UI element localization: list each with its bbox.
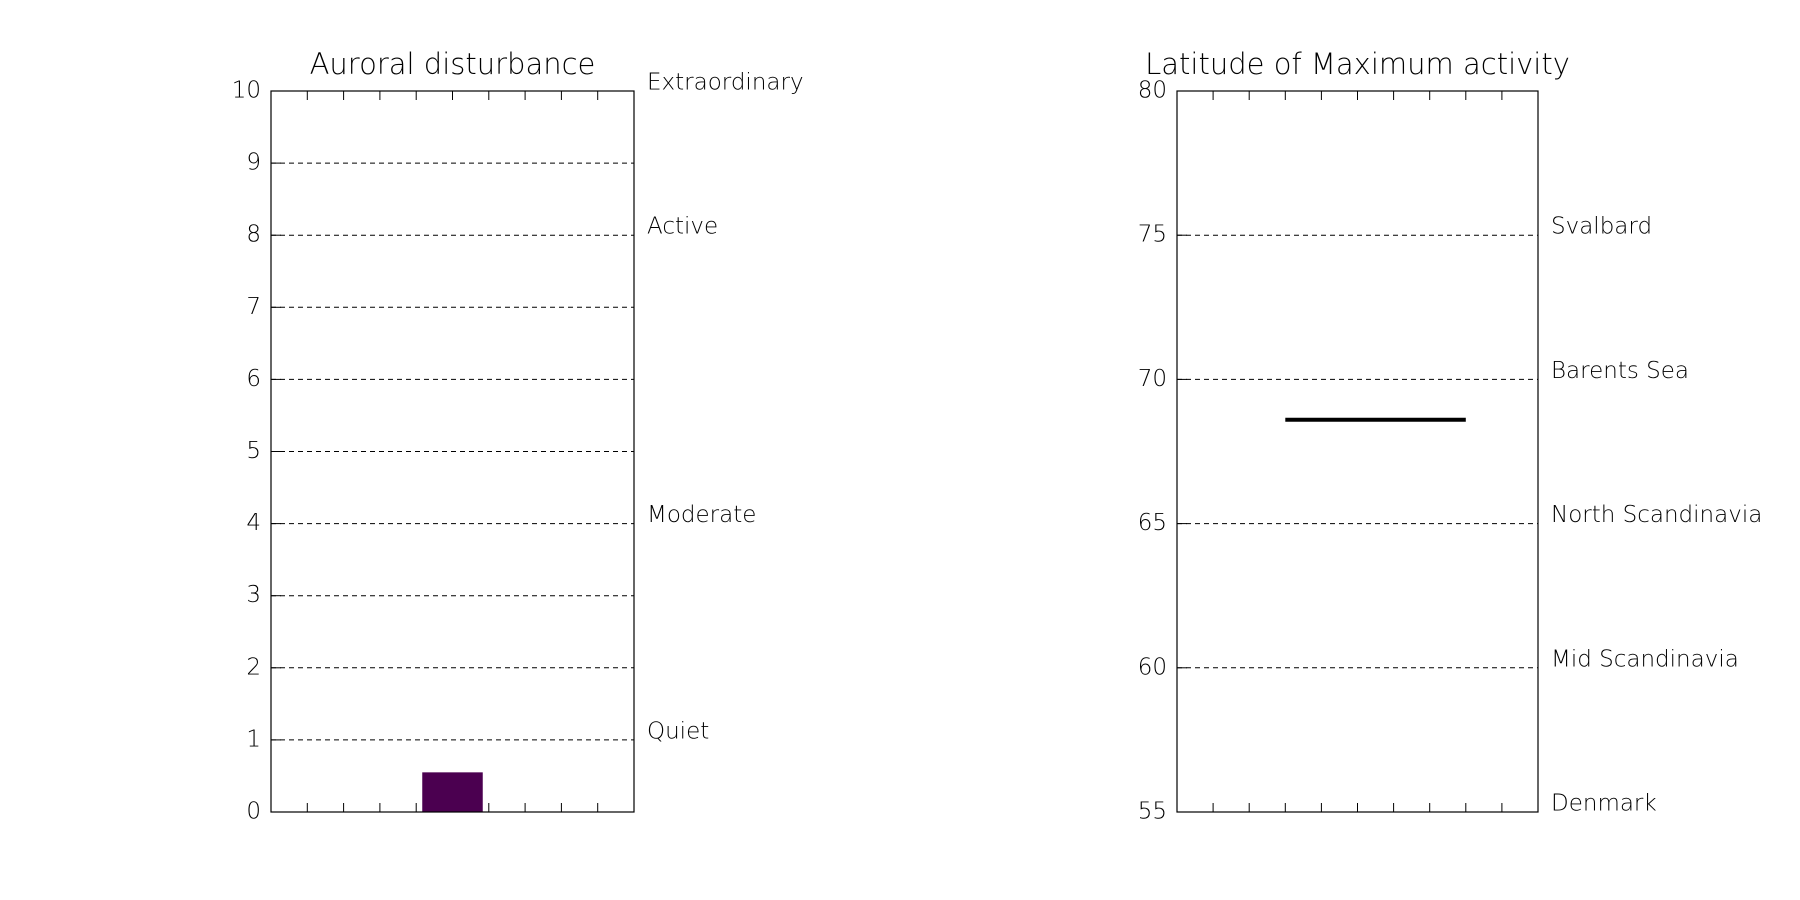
chart-title: Auroral disturbance	[310, 47, 596, 81]
y-tick-label: 70	[1138, 366, 1167, 392]
y-tick-label: 9	[246, 150, 261, 176]
y-tick-label: 7	[246, 294, 261, 320]
annotation: Barents Sea	[1551, 358, 1689, 384]
y-tick-label: 4	[246, 510, 261, 536]
y-tick-label: 60	[1138, 654, 1167, 680]
annotation: Svalbard	[1551, 214, 1652, 240]
chart: Auroral disturbance 0 1 2 3 4 5 6 7 8 9 10 Extraordi…	[232, 47, 804, 825]
annotation: North Scandinavia	[1551, 502, 1762, 528]
y-tick-label: 2	[246, 654, 261, 680]
y-tick-label: 8	[246, 222, 261, 248]
annotation: Mid Scandinavia	[1551, 646, 1739, 672]
y-tick-label: 3	[246, 582, 261, 608]
annotation: Denmark	[1551, 791, 1657, 817]
chart: Latitude of Maximum activity 55 60 65 70 75 80…	[1138, 47, 1763, 825]
y-tick-label: 5	[246, 438, 261, 464]
y-tick-label: 10	[232, 78, 261, 104]
chart-title: Latitude of Maximum activity	[1145, 47, 1570, 81]
y-tick-label: 75	[1138, 222, 1167, 248]
plot-frame	[270, 90, 635, 813]
y-tick-label: 6	[246, 366, 261, 392]
annotation: Extraordinary	[647, 70, 804, 96]
y-tick-label: 65	[1138, 510, 1167, 536]
y-tick-label: 80	[1138, 78, 1167, 104]
annotation: Active	[647, 214, 718, 240]
y-tick-label: 0	[246, 799, 261, 825]
annotation: Quiet	[647, 718, 709, 744]
plot-frame	[1176, 90, 1539, 813]
bar	[422, 772, 483, 812]
annotation: Moderate	[647, 502, 756, 528]
y-tick-label: 55	[1138, 799, 1167, 825]
y-tick-label: 1	[246, 726, 261, 752]
